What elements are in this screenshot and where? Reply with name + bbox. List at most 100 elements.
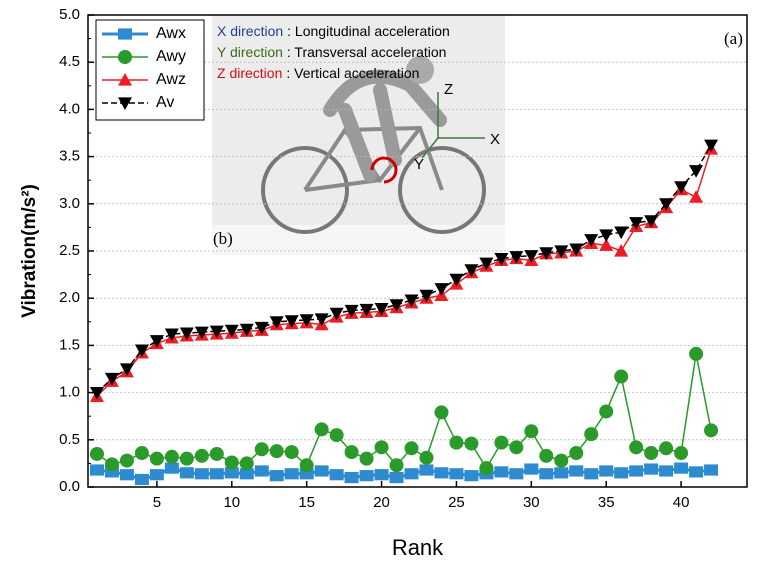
marker	[509, 440, 523, 454]
marker	[539, 468, 553, 479]
marker	[614, 370, 628, 384]
y-tick-label: 1.5	[59, 336, 80, 353]
inset-text: Y direction: Transversal acceleration	[217, 44, 446, 60]
marker	[704, 423, 718, 437]
marker	[494, 436, 508, 450]
marker	[345, 445, 359, 459]
marker	[240, 456, 254, 470]
y-axis-label: Vibration(m/s²)	[19, 184, 40, 318]
legend-label: Awy	[156, 48, 186, 65]
x-tick-label: 15	[298, 494, 315, 511]
marker	[509, 468, 523, 479]
x-tick-label: 5	[153, 494, 161, 511]
y-tick-label: 0.5	[59, 431, 80, 448]
marker	[225, 455, 239, 469]
marker	[644, 446, 658, 460]
chart: 0.0 0.5 1.0 1.5 2.0 2.5 3.0 3.5 4.0 4.5 5.0 5 10 15 20…	[0, 0, 758, 562]
marker	[449, 468, 463, 479]
marker	[195, 449, 209, 463]
y-tick-label: 4.5	[59, 53, 80, 70]
marker	[524, 424, 538, 438]
y-tick-label: 2.0	[59, 289, 80, 306]
marker	[464, 437, 478, 451]
marker	[554, 467, 568, 478]
marker	[120, 469, 134, 480]
marker	[165, 450, 179, 464]
marker	[210, 447, 224, 461]
marker	[629, 440, 643, 454]
marker	[569, 465, 583, 476]
y-tick-label: 3.5	[59, 148, 80, 165]
marker	[90, 464, 104, 475]
y-tick-label: 5.0	[59, 6, 80, 23]
marker	[614, 467, 628, 478]
marker	[255, 442, 269, 456]
marker	[449, 436, 463, 450]
direction-description: : Transversal acceleration	[287, 44, 447, 60]
marker	[270, 444, 284, 458]
marker	[345, 472, 359, 483]
direction-name: Y direction	[217, 44, 283, 60]
marker	[569, 446, 583, 460]
marker	[150, 469, 164, 480]
marker	[419, 464, 433, 475]
marker	[150, 452, 164, 466]
y-tick-label: 4.0	[59, 100, 80, 117]
marker	[554, 454, 568, 468]
y-tick-label: 3.0	[59, 195, 80, 212]
marker	[405, 441, 419, 455]
x-tick-label: 25	[448, 494, 465, 511]
marker	[704, 464, 718, 475]
marker	[479, 461, 493, 475]
legend-label: Awx	[156, 25, 186, 42]
inset-text: Z direction: Vertical acceleration	[217, 65, 419, 81]
marker	[90, 447, 104, 461]
marker	[270, 470, 284, 481]
marker	[390, 458, 404, 472]
inset-axis-label: Z	[444, 81, 453, 98]
marker	[659, 465, 673, 476]
marker	[285, 445, 299, 459]
marker	[539, 449, 553, 463]
x-tick-label: 35	[598, 494, 615, 511]
direction-name: Z direction	[217, 65, 282, 81]
marker	[674, 446, 688, 460]
marker	[330, 469, 344, 480]
x-tick-label: 10	[223, 494, 240, 511]
x-tick-label: 30	[523, 494, 540, 511]
marker	[135, 446, 149, 460]
marker	[180, 452, 194, 466]
inset-axis-label: Y	[414, 156, 424, 173]
marker	[390, 472, 404, 483]
marker	[165, 463, 179, 474]
marker	[315, 465, 329, 476]
marker	[330, 428, 344, 442]
marker	[405, 468, 419, 479]
marker	[689, 466, 703, 477]
marker	[360, 452, 374, 466]
marker	[180, 467, 194, 478]
legend-marker	[118, 28, 132, 39]
marker	[434, 405, 448, 419]
marker	[674, 463, 688, 474]
marker	[255, 465, 269, 476]
y-tick-label: 0.0	[59, 478, 80, 495]
y-tick-label: 2.5	[59, 242, 80, 259]
inset-axis-label: X	[490, 131, 500, 148]
marker	[375, 440, 389, 454]
marker	[629, 465, 643, 476]
marker	[644, 463, 658, 474]
panel-label: (a)	[724, 29, 743, 48]
marker	[285, 468, 299, 479]
y-tick-label: 1.0	[59, 384, 80, 401]
marker	[584, 468, 598, 479]
marker	[419, 451, 433, 465]
legend-marker	[118, 50, 132, 64]
marker	[195, 468, 209, 479]
x-tick-label: 40	[673, 494, 690, 511]
inset-label: (b)	[213, 229, 233, 248]
legend-label: Av	[156, 94, 174, 111]
marker	[599, 465, 613, 476]
x-tick-label: 20	[373, 494, 390, 511]
marker	[434, 467, 448, 478]
